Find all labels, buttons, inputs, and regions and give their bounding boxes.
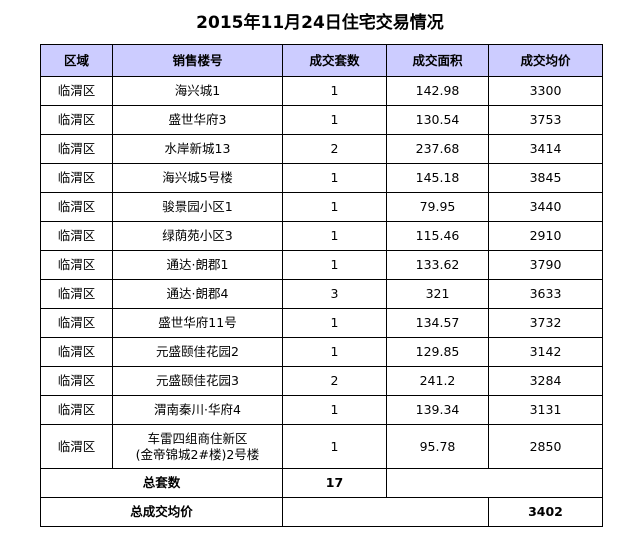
table-cell: 临渭区 xyxy=(40,308,113,338)
average-value: 3402 xyxy=(488,497,603,527)
table-cell: 绿荫苑小区3 xyxy=(112,221,283,251)
table-row: 临渭区 盛世华府11号 1 134.57 3732 xyxy=(40,308,603,338)
table-cell: 79.95 xyxy=(386,192,489,222)
table-cell: 134.57 xyxy=(386,308,489,338)
table-cell: 1 xyxy=(282,76,387,106)
table-cell: 通达·朗郡1 xyxy=(112,250,283,280)
table-cell: 临渭区 xyxy=(40,366,113,396)
table-row: 临渭区 骏景园小区1 1 79.95 3440 xyxy=(40,192,603,222)
table-cell: 3414 xyxy=(488,134,603,164)
table-row: 临渭区 元盛颐佳花园3 2 241.2 3284 xyxy=(40,366,603,396)
cell-line: 车雷四组商住新区 xyxy=(147,430,248,446)
table-cell: 2850 xyxy=(488,424,603,469)
header-cell: 成交面积 xyxy=(386,44,489,77)
table-cell: 1 xyxy=(282,395,387,425)
table-cell: 237.68 xyxy=(386,134,489,164)
title: 2015年11月24日住宅交易情况 xyxy=(196,13,444,33)
transaction-table: 区域 销售楼号 成交套数 成交面积 成交均价 临渭区 海兴城1 1 142.98 3300 临渭区… xyxy=(40,44,603,527)
table-cell: 骏景园小区1 xyxy=(112,192,283,222)
table-cell: 临渭区 xyxy=(40,395,113,425)
table-body: 临渭区 海兴城1 1 142.98 3300 临渭区 盛世华府3 1 130.54 3753 临渭区… xyxy=(40,76,603,527)
table-cell: 3845 xyxy=(488,163,603,193)
table-cell: 1 xyxy=(282,250,387,280)
cell-line: (金帝锦城2#楼)2号楼 xyxy=(135,446,260,462)
table-cell: 1 xyxy=(282,337,387,367)
header-cell: 成交均价 xyxy=(488,44,603,77)
empty-cell xyxy=(386,468,603,498)
table-cell: 车雷四组商住新区 (金帝锦城2#楼)2号楼 xyxy=(112,424,283,469)
table-row: 临渭区 渭南秦川·华府4 1 139.34 3131 xyxy=(40,395,603,425)
table-row: 临渭区 车雷四组商住新区 (金帝锦城2#楼)2号楼 1 95.78 2850 xyxy=(40,424,603,469)
table-cell: 3300 xyxy=(488,76,603,106)
table-cell: 渭南秦川·华府4 xyxy=(112,395,283,425)
table-cell: 3790 xyxy=(488,250,603,280)
table-cell: 临渭区 xyxy=(40,105,113,135)
table-cell: 1 xyxy=(282,163,387,193)
average-price-row: 总成交均价 3402 xyxy=(40,497,603,527)
table-cell: 临渭区 xyxy=(40,337,113,367)
table-cell: 142.98 xyxy=(386,76,489,106)
table-cell: 临渭区 xyxy=(40,279,113,309)
table-cell: 2 xyxy=(282,366,387,396)
empty-cell xyxy=(282,497,489,527)
table-cell: 130.54 xyxy=(386,105,489,135)
table-cell: 3 xyxy=(282,279,387,309)
table-cell: 95.78 xyxy=(386,424,489,469)
table-cell: 海兴城1 xyxy=(112,76,283,106)
table-cell: 盛世华府3 xyxy=(112,105,283,135)
table-cell: 水岸新城13 xyxy=(112,134,283,164)
table-cell: 元盛颐佳花园2 xyxy=(112,337,283,367)
table-row: 临渭区 盛世华府3 1 130.54 3753 xyxy=(40,105,603,135)
table-cell: 139.34 xyxy=(386,395,489,425)
table-row: 临渭区 通达·朗郡1 1 133.62 3790 xyxy=(40,250,603,280)
total-units-row: 总套数 17 xyxy=(40,468,603,498)
table-cell: 盛世华府11号 xyxy=(112,308,283,338)
table-cell: 临渭区 xyxy=(40,163,113,193)
table-cell: 241.2 xyxy=(386,366,489,396)
header-cell: 销售楼号 xyxy=(112,44,283,77)
table-row: 临渭区 海兴城1 1 142.98 3300 xyxy=(40,76,603,106)
table-cell: 3131 xyxy=(488,395,603,425)
table-cell: 3440 xyxy=(488,192,603,222)
table-cell: 1 xyxy=(282,105,387,135)
table-cell: 3142 xyxy=(488,337,603,367)
total-value: 17 xyxy=(282,468,387,498)
table-row: 临渭区 水岸新城13 2 237.68 3414 xyxy=(40,134,603,164)
average-label: 总成交均价 xyxy=(40,497,283,527)
table-row: 临渭区 通达·朗郡4 3 321 3633 xyxy=(40,279,603,309)
table-cell: 通达·朗郡4 xyxy=(112,279,283,309)
table-cell: 1 xyxy=(282,424,387,469)
table-cell: 1 xyxy=(282,308,387,338)
header-cell: 成交套数 xyxy=(282,44,387,77)
table-cell: 临渭区 xyxy=(40,76,113,106)
table-cell: 临渭区 xyxy=(40,424,113,469)
table-cell: 2910 xyxy=(488,221,603,251)
table-cell: 临渭区 xyxy=(40,221,113,251)
table-cell: 临渭区 xyxy=(40,134,113,164)
table-cell: 海兴城5号楼 xyxy=(112,163,283,193)
table-cell: 115.46 xyxy=(386,221,489,251)
table-cell: 临渭区 xyxy=(40,192,113,222)
table-cell: 3753 xyxy=(488,105,603,135)
table-cell: 1 xyxy=(282,192,387,222)
header-row: 区域 销售楼号 成交套数 成交面积 成交均价 xyxy=(40,44,603,77)
table-row: 临渭区 绿荫苑小区3 1 115.46 2910 xyxy=(40,221,603,251)
table-cell: 2 xyxy=(282,134,387,164)
table-row: 临渭区 元盛颐佳花园2 1 129.85 3142 xyxy=(40,337,603,367)
table-cell: 321 xyxy=(386,279,489,309)
table-cell: 临渭区 xyxy=(40,250,113,280)
table-cell: 129.85 xyxy=(386,337,489,367)
table-cell: 元盛颐佳花园3 xyxy=(112,366,283,396)
total-label: 总套数 xyxy=(40,468,283,498)
table-cell: 1 xyxy=(282,221,387,251)
table-row: 临渭区 海兴城5号楼 1 145.18 3845 xyxy=(40,163,603,193)
table-cell: 3284 xyxy=(488,366,603,396)
table-cell: 3732 xyxy=(488,308,603,338)
table-cell: 3633 xyxy=(488,279,603,309)
header-cell: 区域 xyxy=(40,44,113,77)
table-cell: 133.62 xyxy=(386,250,489,280)
table-cell: 145.18 xyxy=(386,163,489,193)
